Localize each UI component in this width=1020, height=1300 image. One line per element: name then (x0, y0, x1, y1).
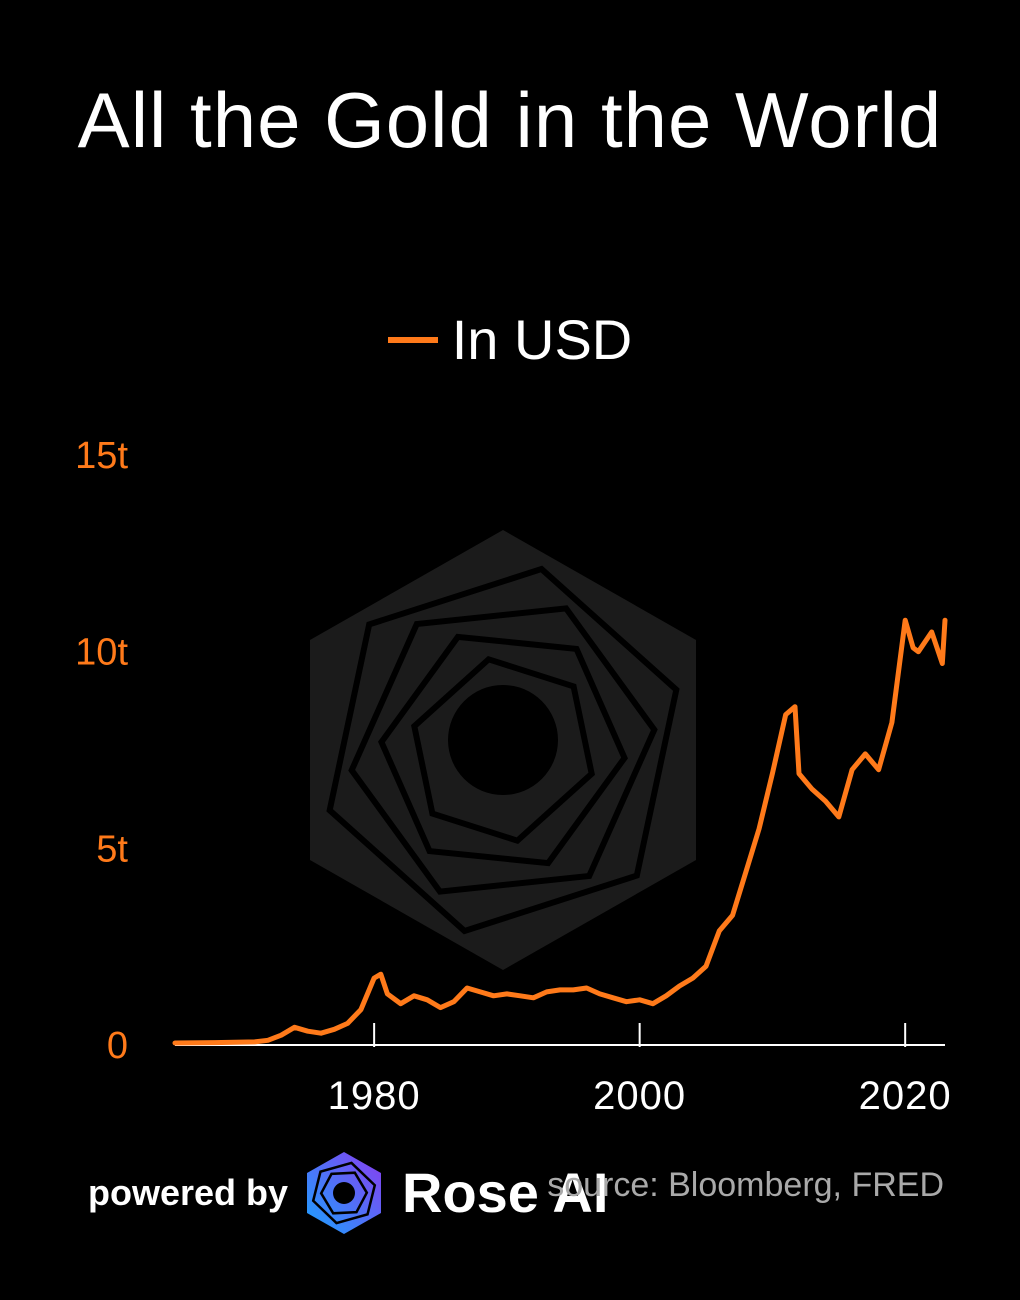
x-tick-label: 1980 (328, 1074, 421, 1118)
chart-title: All the Gold in the World (77, 76, 943, 164)
footer: powered by Rose AI source: Bloomberg, FR… (0, 1140, 1020, 1250)
series-group (172, 617, 948, 1046)
y-tick-label: 0 (107, 1025, 128, 1067)
rose-ai-logo-icon (307, 1152, 381, 1234)
brand-name: Rose AI (402, 1161, 609, 1224)
legend-swatch (387, 337, 438, 344)
watermark-logo (310, 530, 696, 970)
y-tick-label: 5t (96, 828, 128, 870)
chart-plot: 1980 2000 2020 0 5t 10t 15t (75, 435, 952, 1118)
legend-label: In USD (451, 308, 633, 371)
y-tick-label: 10t (75, 632, 128, 674)
powered-by-label: powered by (88, 1172, 289, 1213)
source-note: source: Bloomberg, FRED (547, 1166, 944, 1204)
y-tick-label: 15t (75, 435, 128, 477)
x-tick-label: 2020 (859, 1074, 952, 1118)
series-line-in-usd (172, 617, 948, 1046)
axes: 1980 2000 2020 0 5t 10t 15t (75, 435, 952, 1118)
x-tick-label: 2000 (593, 1074, 686, 1118)
legend: In USD (0, 300, 1020, 380)
